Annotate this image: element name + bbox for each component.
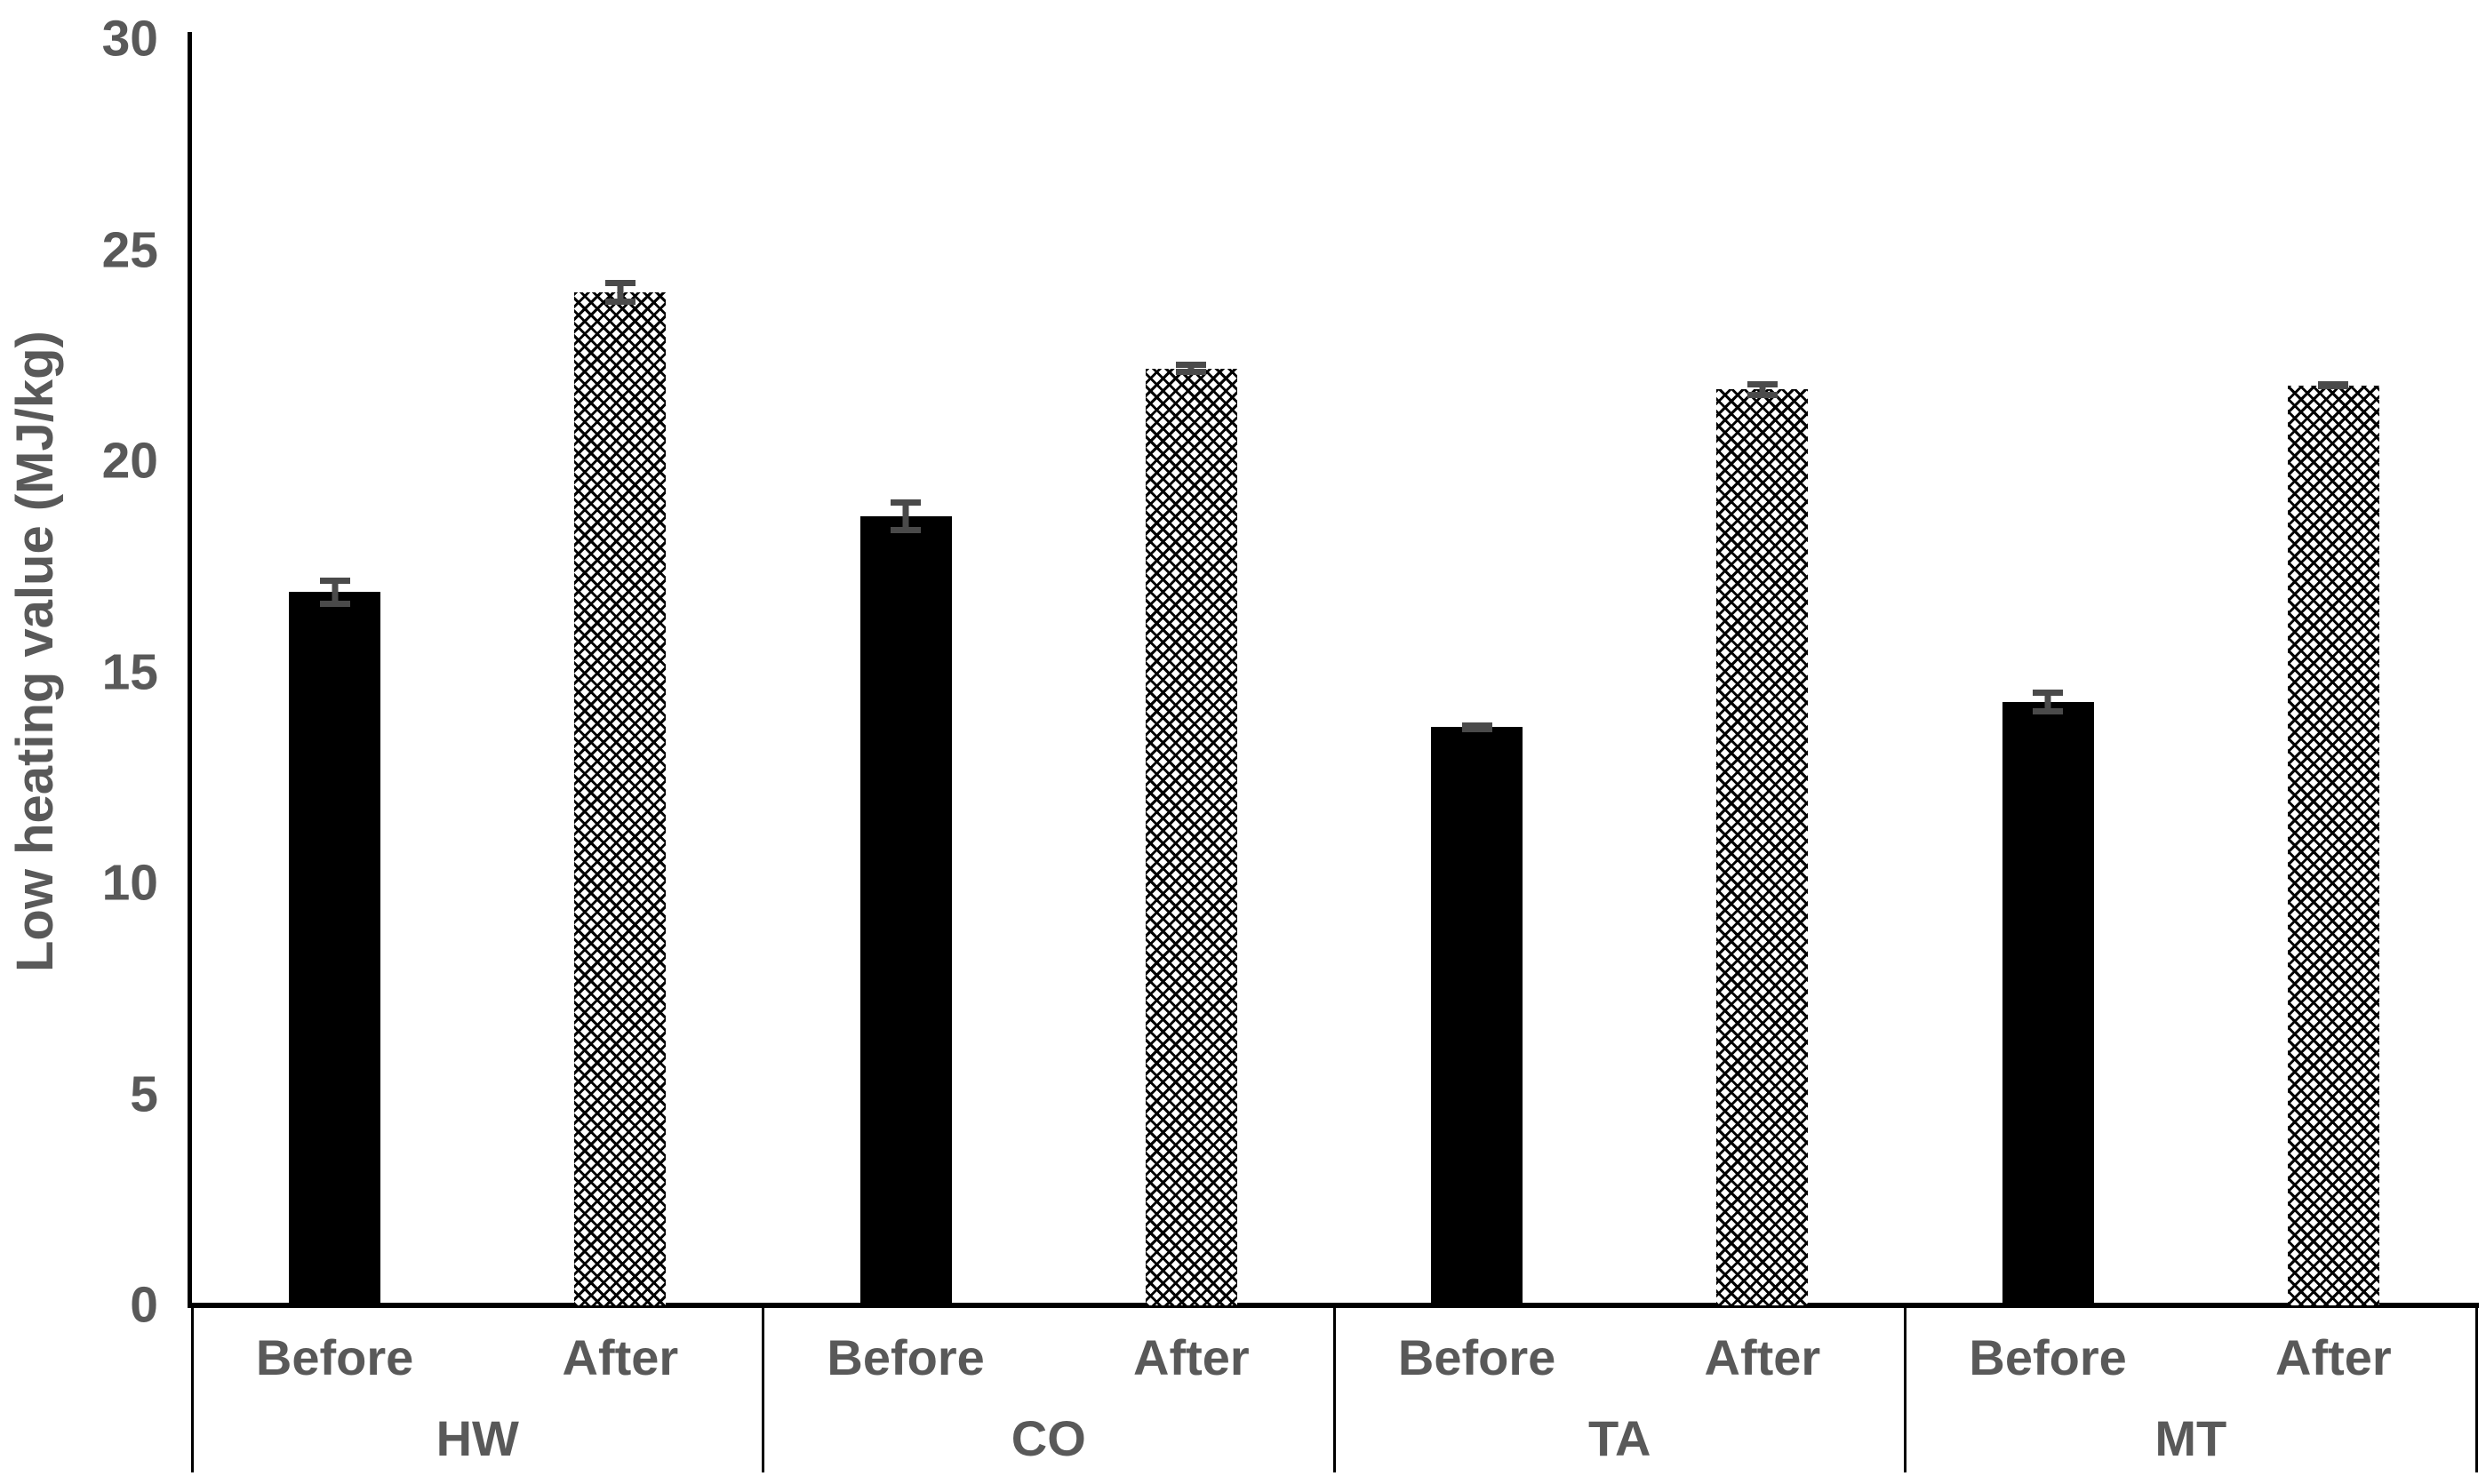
bar-co-after <box>1145 368 1237 1305</box>
y-tick-label-25: 25 <box>101 221 158 278</box>
error-bar-cap-bottom <box>1461 725 1492 732</box>
error-bar-cap-bottom <box>319 600 350 607</box>
y-tick-label-15: 15 <box>101 643 158 700</box>
error-bar-cap-top <box>1461 722 1492 729</box>
plot-area <box>192 39 2476 1305</box>
error-bar-cap-bottom <box>2033 708 2064 714</box>
group-label-mt: MT <box>2154 1410 2227 1466</box>
bar-mt-after <box>2287 385 2379 1305</box>
error-bar-mt-after <box>2318 380 2349 390</box>
y-tick-label-30: 30 <box>101 10 158 68</box>
bar-co-before <box>859 515 952 1305</box>
error-bar-stem <box>1187 362 1195 375</box>
group-separator-1 <box>762 1305 764 1472</box>
bar-hw-before <box>289 592 381 1305</box>
group-label-co: CO <box>1011 1410 1086 1466</box>
x-label-co-after: After <box>1133 1329 1250 1385</box>
error-bar-cap-bottom <box>604 299 635 306</box>
error-bar-cap-top <box>1176 362 1207 369</box>
error-bar-mt-before <box>2033 689 2064 714</box>
bar-hw-after <box>574 292 667 1305</box>
x-label-ta-after: After <box>1704 1329 1821 1385</box>
group-separator-0 <box>190 1305 194 1472</box>
error-bar-cap-bottom <box>1176 368 1207 375</box>
error-bar-stem <box>617 279 624 306</box>
error-bar-cap-top <box>604 279 635 286</box>
x-label-hw-after: After <box>562 1329 679 1385</box>
error-bar-hw-before <box>319 577 350 607</box>
x-label-mt-before: Before <box>1969 1329 2127 1385</box>
error-bar-ta-after <box>1747 380 1778 398</box>
x-label-co-before: Before <box>827 1329 985 1385</box>
error-bar-stem <box>2044 689 2051 714</box>
error-bar-cap-top <box>319 577 350 584</box>
group-label-ta: TA <box>1588 1410 1651 1466</box>
error-bar-cap-top <box>2033 689 2064 696</box>
bar-mt-before <box>2002 701 2094 1305</box>
error-bar-cap-bottom <box>2318 383 2349 390</box>
error-bar-cap-bottom <box>891 526 922 533</box>
group-separator-3 <box>1904 1305 1906 1472</box>
error-bar-cap-top <box>1747 380 1778 387</box>
y-tick-label-0: 0 <box>130 1276 158 1334</box>
group-label-hw: HW <box>436 1410 519 1466</box>
error-bar-co-before <box>891 499 922 533</box>
group-separator-2 <box>1332 1305 1336 1472</box>
error-bar-cap-top <box>891 499 922 506</box>
x-label-hw-before: Before <box>255 1329 414 1385</box>
y-tick-label-5: 5 <box>130 1065 158 1122</box>
error-bar-cap-bottom <box>1747 391 1778 398</box>
y-axis-line <box>188 32 192 1305</box>
x-label-mt-after: After <box>2275 1329 2392 1385</box>
error-bar-stem <box>332 577 339 607</box>
x-label-ta-before: Before <box>1397 1329 1556 1385</box>
error-bar-stem <box>1759 380 1766 398</box>
error-bar-hw-after <box>604 279 635 306</box>
y-tick-label-10: 10 <box>101 854 158 912</box>
group-separator-4 <box>2474 1305 2478 1472</box>
y-tick-label-20: 20 <box>101 432 158 490</box>
error-bar-co-after <box>1176 362 1207 375</box>
bar-ta-after <box>1716 389 1809 1305</box>
error-bar-stem <box>902 499 909 533</box>
error-bar-ta-before <box>1461 722 1492 732</box>
bar-ta-before <box>1431 727 1523 1305</box>
